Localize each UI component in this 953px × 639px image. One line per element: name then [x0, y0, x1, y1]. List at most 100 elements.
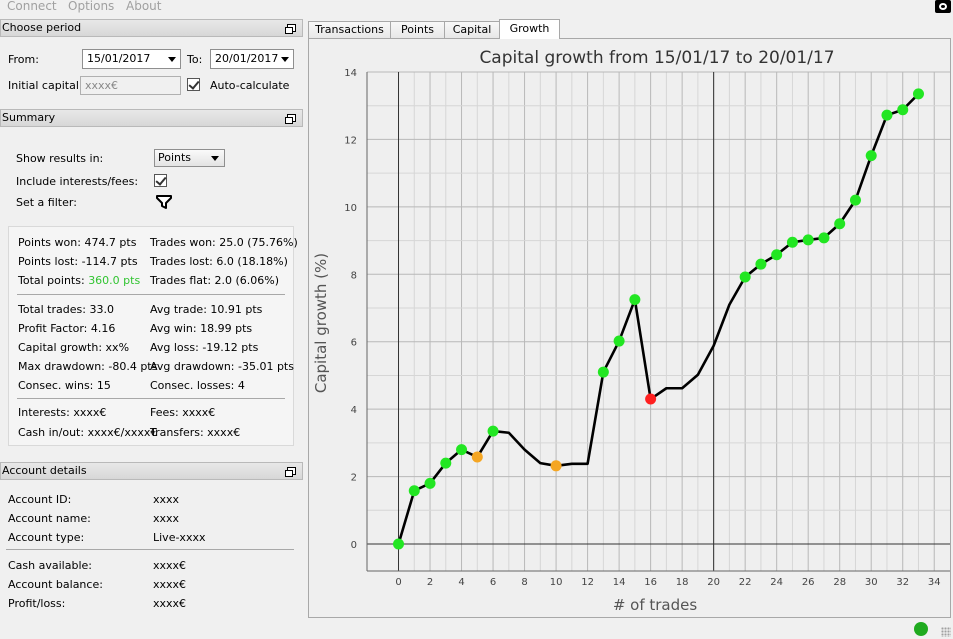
points-lost: Points lost: -114.7 pts [18, 255, 138, 268]
data-point-win [786, 236, 798, 248]
avg-drawdown: Avg drawdown: -35.01 pts [150, 360, 294, 373]
trades-won: Trades won: 25.0 (75.76%) [150, 236, 298, 249]
show-results-value: Points [158, 151, 192, 164]
divider [17, 398, 285, 399]
avg-loss: Avg loss: -19.12 pts [150, 341, 259, 354]
profit-loss-value: xxxx€ [153, 597, 187, 610]
include-interests-label: Include interests/fees: [16, 175, 139, 188]
y-axis-label: Capital growth (%) [312, 253, 330, 393]
x-tick-label: 8 [521, 577, 527, 588]
account-header: Account details [0, 462, 303, 480]
trades-lost: Trades lost: 6.0 (18.18%) [150, 255, 288, 268]
x-tick-label: 16 [644, 577, 657, 588]
stats-panel: Points won: 474.7 pts Trades won: 25.0 (… [8, 226, 298, 446]
initial-capital-label: Initial capital: [8, 79, 83, 92]
menu-bar: Connect Options About [0, 0, 953, 14]
x-tick-label: 30 [865, 577, 878, 588]
menu-connect[interactable]: Connect [7, 0, 57, 13]
capital-growth: Capital growth: xx% [18, 341, 130, 354]
resize-grip-icon[interactable] [941, 627, 951, 637]
trades-flat: Trades flat: 2.0 (6.06%) [150, 274, 280, 287]
max-drawdown: Max drawdown: -80.4 pts [18, 360, 158, 373]
data-point-win [597, 366, 609, 378]
camera-icon[interactable] [935, 0, 951, 13]
y-tick-label: 12 [344, 135, 357, 146]
chevron-down-icon[interactable] [281, 57, 289, 62]
x-tick-label: 32 [896, 577, 909, 588]
x-tick-label: 10 [550, 577, 563, 588]
to-date-value: 20/01/2017 [215, 52, 279, 65]
initial-capital-input[interactable]: xxxx€ [80, 76, 181, 95]
menu-about[interactable]: About [126, 0, 162, 13]
account-name-value: xxxx [153, 512, 180, 525]
data-point-flat [550, 460, 562, 472]
account-id-value: xxxx [153, 493, 180, 506]
account-name-label: Account name: [8, 512, 91, 525]
total-points-label: Total points: [18, 274, 89, 287]
auto-calculate-checkbox[interactable] [187, 78, 200, 91]
x-tick-label: 4 [458, 577, 464, 588]
y-tick-label: 2 [351, 473, 357, 484]
total-points-value: 360.0 pts [88, 274, 141, 287]
profit-loss-label: Profit/loss: [8, 597, 66, 610]
data-point-win [739, 271, 751, 283]
x-tick-label: 26 [802, 577, 815, 588]
plot-area [367, 72, 950, 571]
chevron-down-icon[interactable] [211, 156, 219, 161]
consec-losses: Consec. losses: 4 [150, 379, 245, 392]
data-point-win [802, 234, 814, 246]
total-points: Total points: 360.0 pts [18, 274, 140, 287]
divider [6, 549, 294, 550]
undock-icon[interactable] [285, 467, 296, 477]
to-date-field[interactable]: 20/01/2017 [210, 49, 294, 69]
chevron-down-icon[interactable] [168, 57, 176, 62]
divider [17, 294, 285, 295]
include-interests-checkbox[interactable] [154, 174, 167, 187]
summary-header-title: Summary [2, 111, 56, 124]
data-point-win [897, 104, 909, 116]
chart-title: Capital growth from 15/01/17 to 20/01/17 [479, 48, 834, 68]
tab-capital[interactable]: Capital [444, 21, 500, 39]
tab-points[interactable]: Points [390, 21, 445, 39]
undock-icon[interactable] [285, 114, 296, 124]
data-point-win [849, 194, 861, 206]
avg-trade: Avg trade: 10.91 pts [150, 303, 263, 316]
growth-chart: 0 2 4 6 8 10 12 14 16 18 20 22 24 26 28 30 32 34024681012… [312, 48, 950, 614]
data-point-win [440, 457, 452, 469]
data-point-win [613, 335, 625, 347]
data-point-win [834, 218, 846, 230]
x-tick-label: 20 [707, 577, 720, 588]
series-line [397, 92, 920, 545]
menu-options[interactable]: Options [68, 0, 115, 13]
account-type-value: Live-xxxx [153, 531, 206, 544]
x-axis-label: # of trades [613, 596, 698, 614]
x-tick-label: 22 [739, 577, 752, 588]
from-date-value: 15/01/2017 [87, 52, 151, 65]
y-tick-label: 6 [351, 338, 357, 349]
x-tick-label: 6 [490, 577, 496, 588]
avg-win: Avg win: 18.99 pts [150, 322, 253, 335]
account-balance-value: xxxx€ [153, 578, 187, 591]
data-point-win [755, 258, 767, 270]
data-point-flat [471, 451, 483, 463]
to-label: To: [187, 53, 203, 66]
y-tick-label: 8 [351, 270, 357, 281]
period-header-title: Choose period [2, 21, 82, 34]
x-tick-label: 0 [395, 577, 401, 588]
data-point-win [771, 249, 783, 261]
tab-transactions[interactable]: Transactions [308, 21, 391, 39]
tab-growth[interactable]: Growth [499, 19, 560, 39]
x-tick-label: 18 [676, 577, 689, 588]
filter-icon[interactable] [156, 195, 172, 209]
data-point-win [393, 538, 405, 550]
cash-available-value: xxxx€ [153, 559, 187, 572]
data-point-win [881, 109, 893, 121]
summary-header: Summary [0, 109, 303, 127]
x-tick-label: 28 [833, 577, 846, 588]
show-results-select[interactable]: Points [154, 149, 225, 167]
cash-available-label: Cash available: [8, 559, 92, 572]
from-date-field[interactable]: 15/01/2017 [82, 49, 181, 69]
consec-wins: Consec. wins: 15 [18, 379, 111, 392]
transfers: Transfers: xxxx€ [150, 426, 241, 439]
undock-icon[interactable] [285, 24, 296, 34]
